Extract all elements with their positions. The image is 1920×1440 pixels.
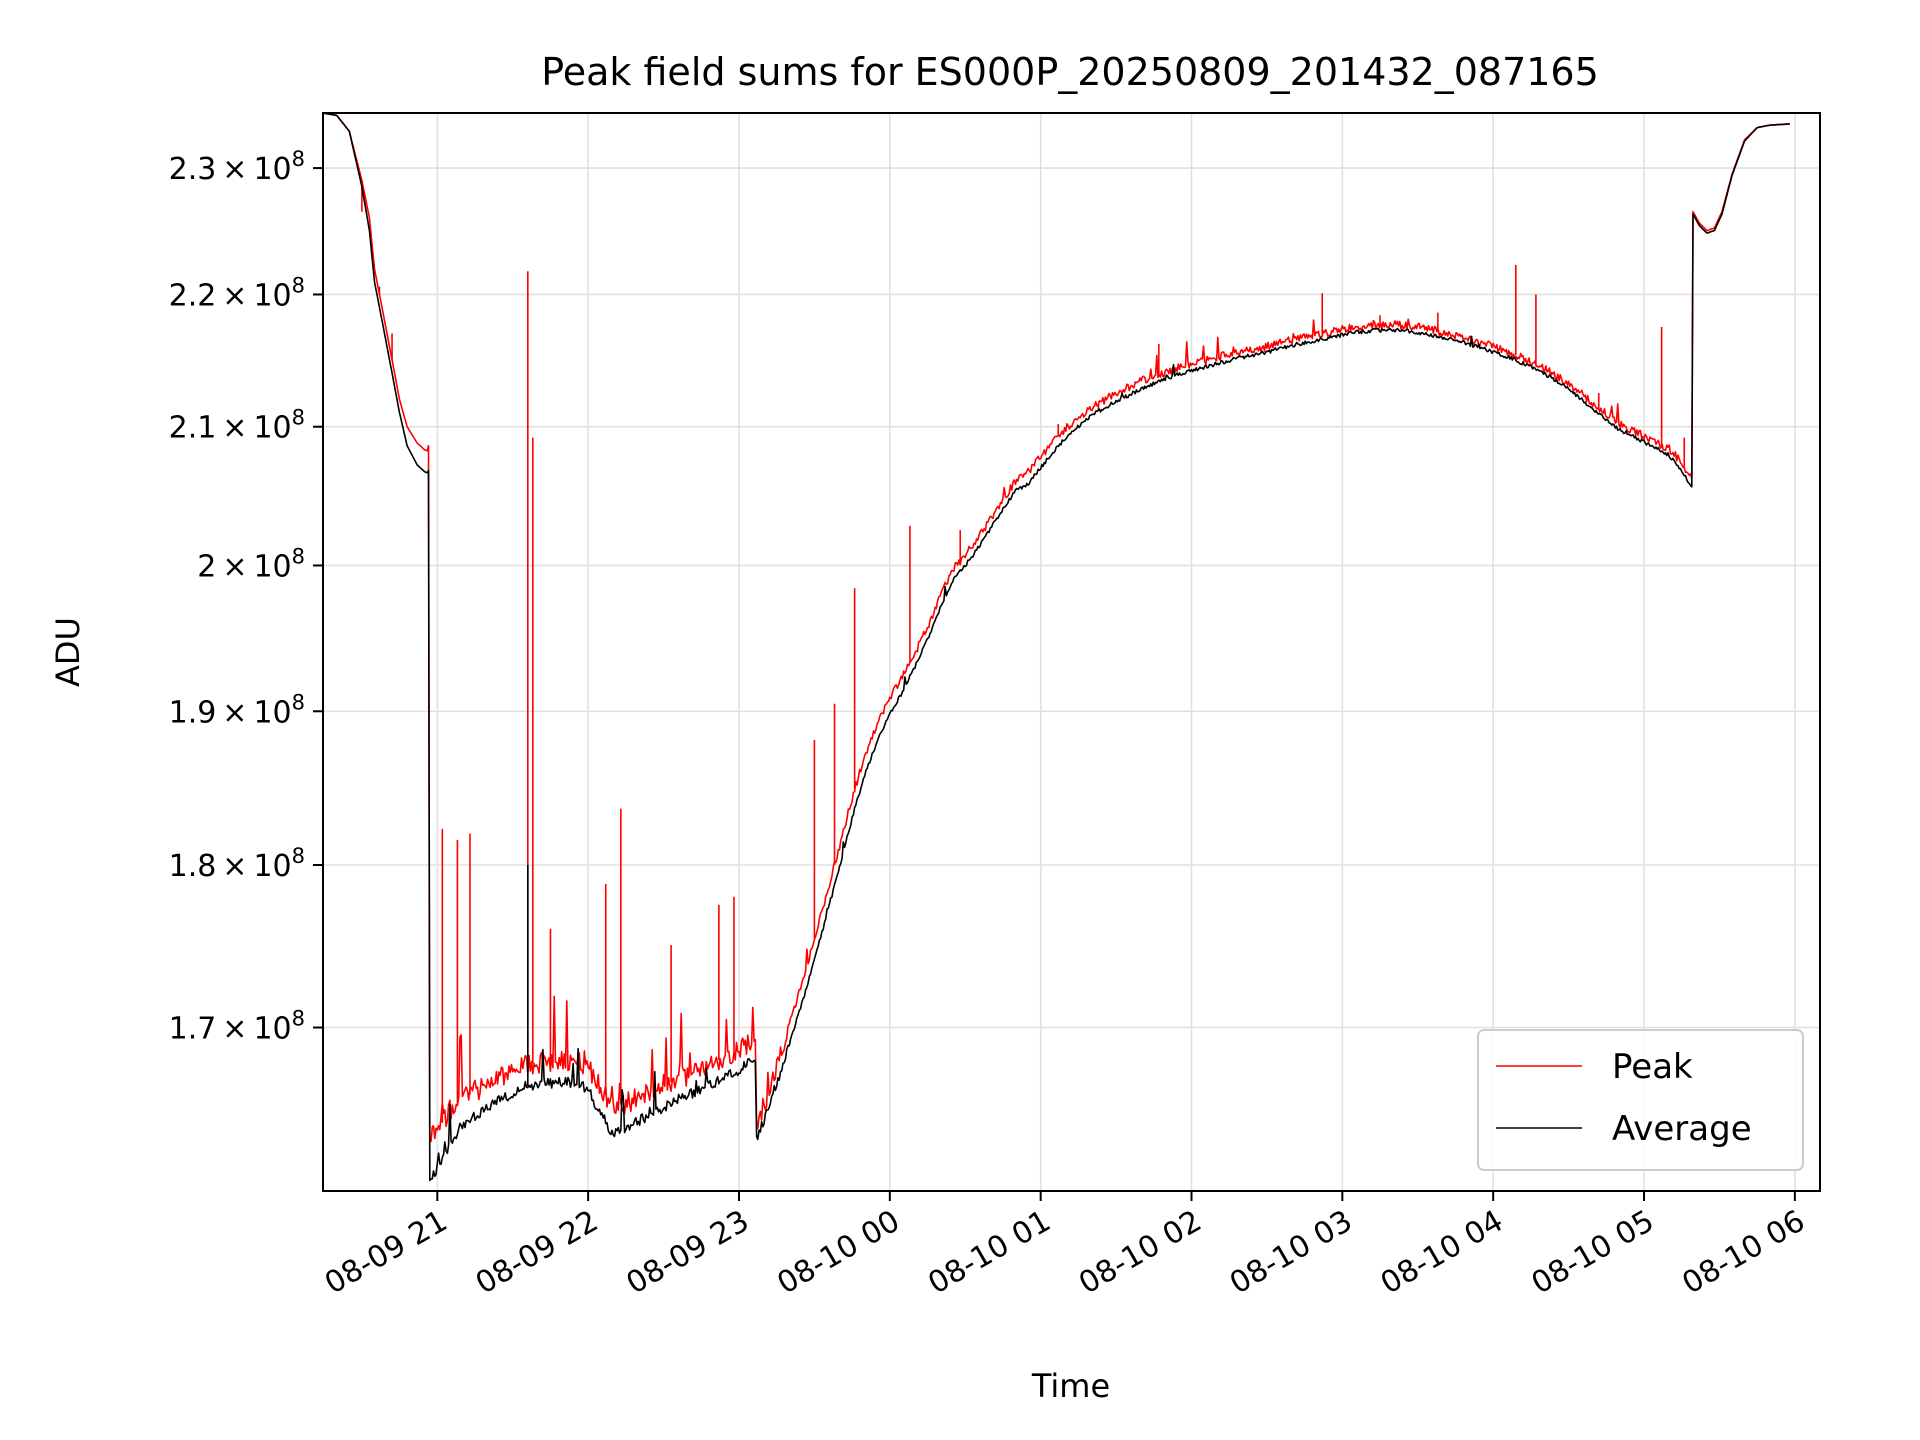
y-tick-label: 1.9 × 108 [169, 690, 305, 730]
y-tick-label: 2 × 108 [197, 544, 305, 584]
y-tick-label: 2.1 × 108 [169, 406, 305, 446]
y-axis-title: ADU [49, 617, 87, 687]
y-tick-label: 2.2 × 108 [169, 273, 305, 313]
y-tick-label: 1.8 × 108 [169, 844, 305, 884]
legend-box [1477, 1029, 1804, 1171]
series-layer [323, 113, 1790, 1182]
legend-label-average: Average [1612, 1109, 1752, 1149]
series-line-average [323, 113, 1790, 1182]
y-tick-label: 1.7 × 108 [169, 1007, 305, 1047]
legend-label-peak: Peak [1612, 1047, 1693, 1087]
plot-frame [322, 112, 1821, 1192]
x-axis-title: Time [1031, 1367, 1110, 1405]
series-line-peak [323, 113, 1790, 1143]
y-axis: 1.7 × 108 1.8 × 108 1.9 × 108 2 × 108 2.1 × … [169, 147, 323, 1047]
chart-title: Peak field sums for ES000P_20250809_2014… [541, 50, 1599, 94]
legend: Peak Average [1477, 1029, 1804, 1171]
y-tick-label: 2.3 × 108 [169, 147, 305, 187]
